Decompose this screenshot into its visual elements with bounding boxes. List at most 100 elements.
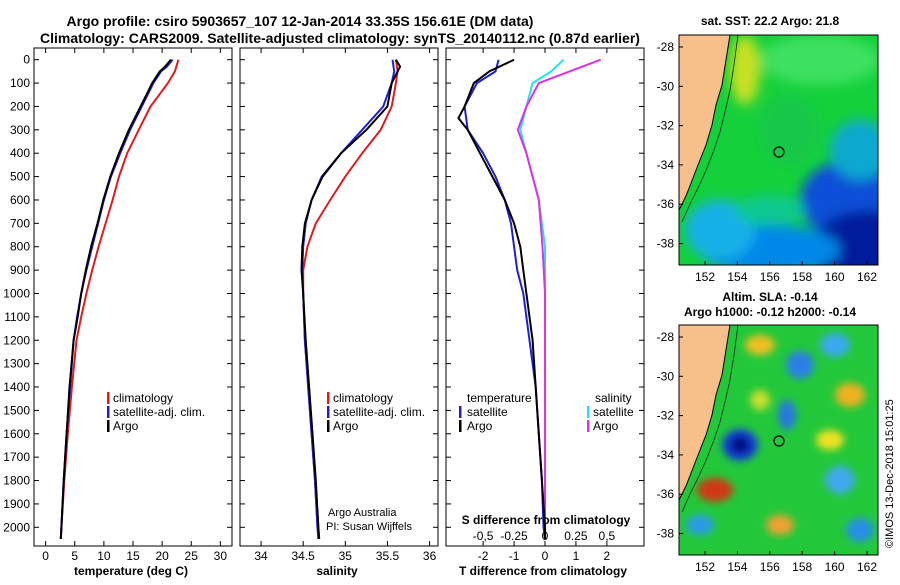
legend-label-climatology: climatology (113, 391, 173, 405)
x-tick-label: 1 (573, 549, 580, 563)
x-tick-label: 10 (97, 549, 111, 563)
x-tick-label: 2 (604, 549, 611, 563)
map-x-tick-label: 152 (695, 560, 715, 574)
x-tick-label: 0 (42, 549, 49, 563)
map-x-tick-label: 156 (760, 270, 780, 284)
map-y-tick-label: -36 (657, 197, 675, 211)
y-tick-label: 1700 (3, 450, 30, 464)
legend-title-temperature: temperature (467, 391, 532, 405)
legend-label-s-argo: Argo (593, 419, 619, 433)
legend-label-argo: Argo (333, 419, 359, 433)
y-tick-label: 900 (10, 263, 30, 277)
y-tick-label: 2000 (3, 520, 30, 534)
land-shape-sla (679, 325, 730, 500)
legend-title-salinity: salinity (595, 391, 632, 405)
y-tick-label: 1100 (4, 310, 30, 324)
coastline-sla (679, 325, 731, 501)
y-tick-label: 500 (10, 170, 30, 184)
legend-swatch-satellite (107, 406, 110, 418)
legend-label-argo: Argo (113, 419, 139, 433)
legend-swatch-s-satellite (587, 406, 590, 418)
y-tick-label: 100 (10, 76, 30, 90)
x-tick-label: 0 (542, 549, 549, 563)
y-tick-label: 1200 (3, 333, 30, 347)
legend-swatch-t-argo (459, 420, 462, 432)
argo-float-marker-sst (773, 146, 785, 158)
map-x-tick-label: 162 (857, 270, 877, 284)
land-shape-sst (679, 35, 730, 210)
map-y-tick-label: -30 (657, 369, 675, 383)
difference-xlabel-top: S difference from climatology (462, 513, 631, 527)
legend-swatch-satellite (327, 406, 330, 418)
sla-map-frame (678, 324, 879, 556)
legend-swatch-argo (107, 420, 110, 432)
map-y-tick-label: -28 (657, 40, 675, 54)
series-line-satellite-adj-clim- (59, 59, 174, 540)
y-tick-label: 1500 (3, 403, 30, 417)
y-tick-label: 600 (10, 193, 30, 207)
x-top-tick-label: -0,5 (473, 529, 494, 543)
x-top-tick-label: 0,5 (599, 529, 616, 543)
y-tick-label: 700 (10, 216, 30, 230)
map-x-tick-label: 154 (727, 560, 747, 574)
series-line-climatology (302, 59, 399, 540)
y-tick-label: 1800 (3, 474, 30, 488)
series-line-t-satellite (463, 59, 546, 540)
coastline-sst (679, 35, 731, 211)
map-y-tick-label: -38 (657, 527, 675, 541)
map-x-tick-label: 160 (825, 270, 845, 284)
map-x-tick-label: 154 (727, 270, 747, 284)
argo-float-marker-sla (773, 435, 785, 447)
y-tick-label: 1600 (3, 427, 30, 441)
legend-swatch-s-argo (587, 420, 590, 432)
y-tick-label: 1300 (3, 357, 30, 371)
y-tick-label: 400 (10, 146, 30, 160)
legend-swatch-climatology (107, 392, 110, 404)
x-tick-label: 25 (185, 549, 199, 563)
difference-xlabel: T difference from climatology (459, 564, 627, 578)
x-tick-label: 20 (155, 549, 169, 563)
argo-australia-note: Argo Australia (328, 507, 397, 519)
series-line-s-argo (516, 58, 602, 539)
y-tick-label: 800 (10, 240, 30, 254)
x-tick-label: 34 (254, 549, 268, 563)
sla-map-title-2: Argo h1000: -0.12 h2000: -0.14 (684, 305, 856, 319)
legend-label-satellite: satellite-adj. clim. (333, 405, 425, 419)
legend-label-satellite: satellite-adj. clim. (113, 405, 205, 419)
map-x-tick-label: 158 (792, 560, 812, 574)
sla-map-title-1: Altim. SLA: -0.14 (722, 290, 818, 304)
y-tick-label: 1000 (3, 286, 30, 300)
x-top-tick-label: 0.25 (564, 529, 588, 543)
map-y-tick-label: -32 (657, 409, 675, 423)
sst-map-title: sat. SST: 22.2 Argo: 21.8 (701, 14, 840, 28)
bathymetry-contour-sst (681, 35, 739, 223)
legend-label-climatology: climatology (333, 391, 393, 405)
legend-swatch-climatology (327, 392, 330, 404)
salinity-legend: climatology satellite-adj. clim. Argo (327, 391, 425, 433)
map-y-tick-label: -36 (657, 487, 675, 501)
x-tick-label: 35 (339, 549, 353, 563)
x-tick-label: 5 (71, 549, 78, 563)
series-line-argo (300, 59, 402, 540)
x-tick-label: 35.5 (376, 549, 400, 563)
map-y-tick-label: -32 (657, 119, 675, 133)
map-x-tick-label: 160 (825, 560, 845, 574)
salinity-panel: 34 34.5 35 35.5 36 (239, 47, 439, 563)
plot-frame (239, 47, 439, 547)
imos-credit: ©IMOS 13-Dec-2018 15:01:25 (884, 399, 896, 548)
y-tick-label: 0 (23, 53, 30, 67)
legend-swatch-t-satellite (459, 406, 462, 418)
x-tick-label: -1 (509, 549, 520, 563)
map-x-tick-label: 152 (695, 270, 715, 284)
temperature-legend: climatology satellite-adj. clim. Argo (107, 391, 205, 433)
salinity-xlabel: salinity (316, 564, 358, 578)
map-x-tick-label: 162 (857, 560, 877, 574)
map-y-tick-label: -38 (657, 237, 675, 251)
difference-legend: temperature salinity satellite Argo sate… (459, 391, 634, 433)
y-tick-label: 300 (10, 123, 30, 137)
series-line-t-argo (457, 58, 546, 539)
sla-map (678, 324, 879, 556)
y-tick-label: 1900 (3, 497, 30, 511)
bathymetry-contour-sla (681, 325, 739, 513)
